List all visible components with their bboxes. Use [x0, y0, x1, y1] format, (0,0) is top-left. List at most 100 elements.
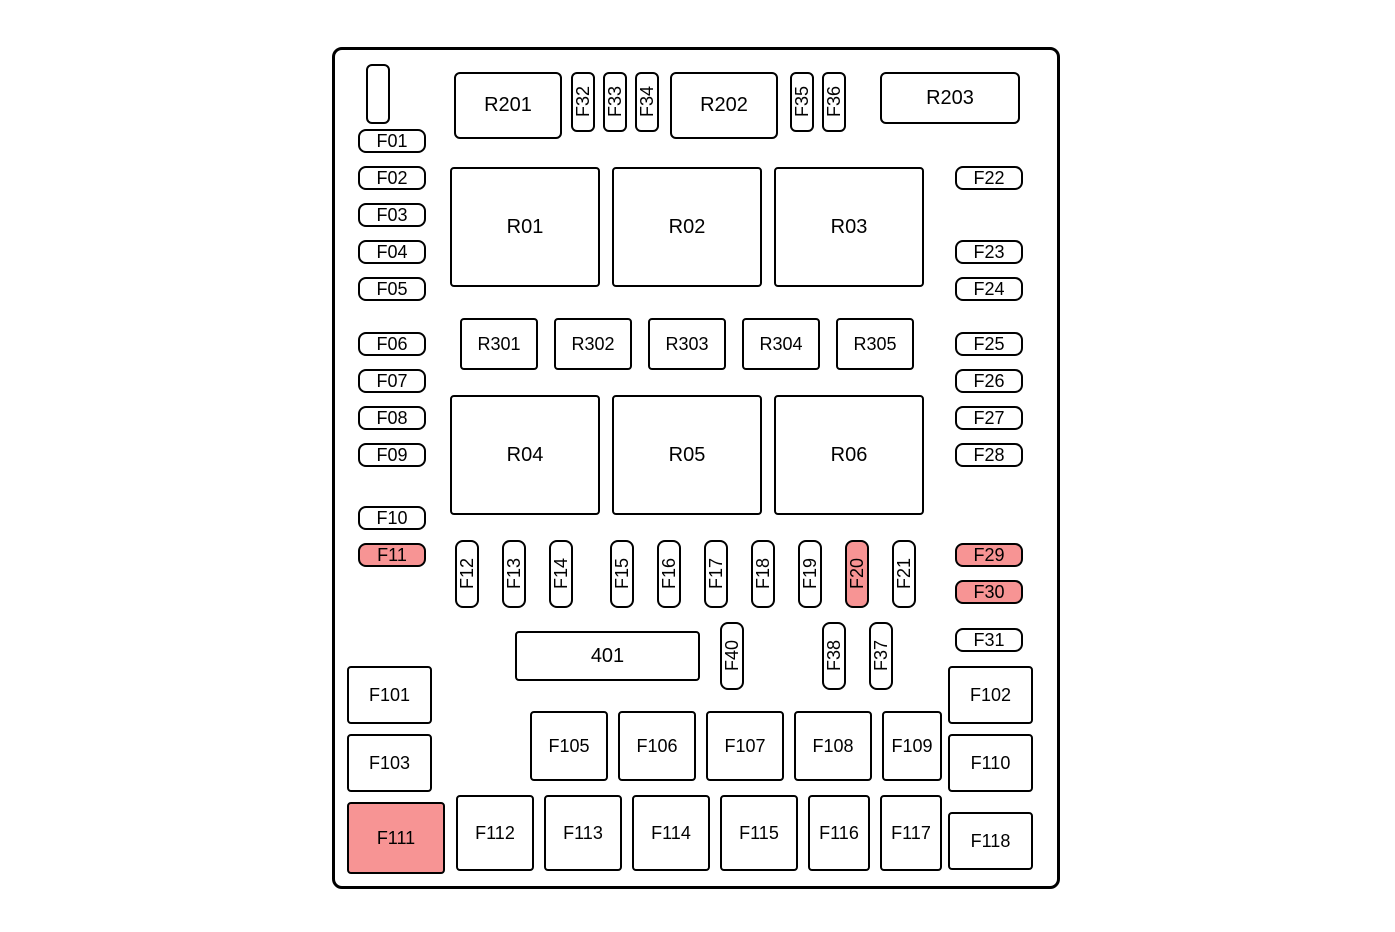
fuse-R302: R302	[554, 318, 632, 370]
fuse-F19: F19	[798, 540, 822, 608]
fuse-F106: F106	[618, 711, 696, 781]
fuse-blank-top	[366, 64, 390, 124]
fuse-label: R301	[477, 334, 520, 355]
fuse-F13: F13	[502, 540, 526, 608]
fuse-401: 401	[515, 631, 700, 681]
fuse-F109: F109	[882, 711, 942, 781]
fuse-F35: F35	[790, 72, 814, 132]
fuse-F16: F16	[657, 540, 681, 608]
fuse-label: R305	[853, 334, 896, 355]
fuse-F15: F15	[610, 540, 634, 608]
fuse-label: F31	[973, 630, 1004, 651]
fuse-F105: F105	[530, 711, 608, 781]
fuse-label: F11	[377, 545, 407, 566]
fuse-label: F35	[792, 86, 813, 117]
fuse-F112: F112	[456, 795, 534, 871]
fuse-label: F109	[891, 736, 932, 757]
fuse-label: R03	[831, 216, 868, 239]
fuse-label: F12	[457, 558, 478, 589]
fuse-label: F17	[706, 558, 727, 589]
fuse-label: F36	[824, 86, 845, 117]
fuse-label: F15	[612, 558, 633, 589]
fuse-F02: F02	[358, 166, 426, 190]
fuse-label: F29	[973, 545, 1004, 566]
fuse-F07: F07	[358, 369, 426, 393]
fuse-label: F33	[605, 86, 626, 117]
fuse-R304: R304	[742, 318, 820, 370]
fuse-F04: F04	[358, 240, 426, 264]
fuse-label: F37	[871, 640, 892, 671]
fuse-R303: R303	[648, 318, 726, 370]
fuse-label: F32	[573, 86, 594, 117]
fuse-R02: R02	[612, 167, 762, 287]
fuse-R202: R202	[670, 72, 778, 139]
fuse-F17: F17	[704, 540, 728, 608]
fuse-label: F103	[369, 753, 410, 774]
fuse-label: R01	[507, 216, 544, 239]
fuse-label: F07	[376, 371, 407, 392]
fuse-label: F26	[973, 371, 1004, 392]
fuse-label: F117	[891, 823, 931, 844]
fuse-F09: F09	[358, 443, 426, 467]
fuse-label: F08	[376, 408, 407, 429]
fuse-label: F16	[659, 558, 680, 589]
fuse-F113: F113	[544, 795, 622, 871]
fuse-label: F01	[376, 131, 407, 152]
fuse-label: 401	[591, 645, 624, 668]
fuse-F103: F103	[347, 734, 432, 792]
fuse-label: F27	[973, 408, 1004, 429]
fuse-label: F101	[369, 685, 410, 706]
fuse-F37: F37	[869, 622, 893, 690]
fuse-label: R201	[484, 94, 532, 117]
fuse-label: F10	[376, 508, 407, 529]
fuse-F32: F32	[571, 72, 595, 132]
fuse-label: F19	[800, 558, 821, 589]
fuse-F24: F24	[955, 277, 1023, 301]
fuse-F116: F116	[808, 795, 870, 871]
fuse-label: F18	[753, 558, 774, 589]
fuse-F114: F114	[632, 795, 710, 871]
fuse-F107: F107	[706, 711, 784, 781]
fuse-F28: F28	[955, 443, 1023, 467]
fuse-label: F04	[376, 242, 407, 263]
fuse-label: F22	[973, 168, 1004, 189]
fuse-label: R202	[700, 94, 748, 117]
fuse-F11: F11	[358, 543, 426, 567]
fuse-F21: F21	[892, 540, 916, 608]
fuse-label: R304	[759, 334, 802, 355]
fuse-F117: F117	[880, 795, 942, 871]
fuse-R301: R301	[460, 318, 538, 370]
fuse-label: F24	[973, 279, 1004, 300]
fuse-F20: F20	[845, 540, 869, 608]
fuse-F22: F22	[955, 166, 1023, 190]
fuse-label: F34	[637, 86, 658, 117]
fuse-label: F118	[971, 831, 1011, 852]
fuse-label: F102	[970, 685, 1011, 706]
fuse-F06: F06	[358, 332, 426, 356]
fuse-label: F02	[376, 168, 407, 189]
fuse-label: F09	[376, 445, 407, 466]
fuse-F05: F05	[358, 277, 426, 301]
fuse-label: F113	[563, 823, 603, 844]
fuse-label: F30	[973, 582, 1004, 603]
fuse-F12: F12	[455, 540, 479, 608]
fuse-label: F108	[812, 736, 853, 757]
fuse-F08: F08	[358, 406, 426, 430]
fuse-F33: F33	[603, 72, 627, 132]
fuse-R01: R01	[450, 167, 600, 287]
fuse-label: F105	[548, 736, 589, 757]
fuse-F26: F26	[955, 369, 1023, 393]
fuse-F118: F118	[948, 812, 1033, 870]
fuse-F108: F108	[794, 711, 872, 781]
fuse-F101: F101	[347, 666, 432, 724]
fuse-R05: R05	[612, 395, 762, 515]
fuse-F34: F34	[635, 72, 659, 132]
fuse-label: F106	[636, 736, 677, 757]
fuse-F23: F23	[955, 240, 1023, 264]
fuse-R04: R04	[450, 395, 600, 515]
fuse-label: F38	[824, 640, 845, 671]
fuse-label: F116	[819, 823, 859, 844]
fuse-F01: F01	[358, 129, 426, 153]
fuse-label: F13	[504, 558, 525, 589]
fuse-F03: F03	[358, 203, 426, 227]
